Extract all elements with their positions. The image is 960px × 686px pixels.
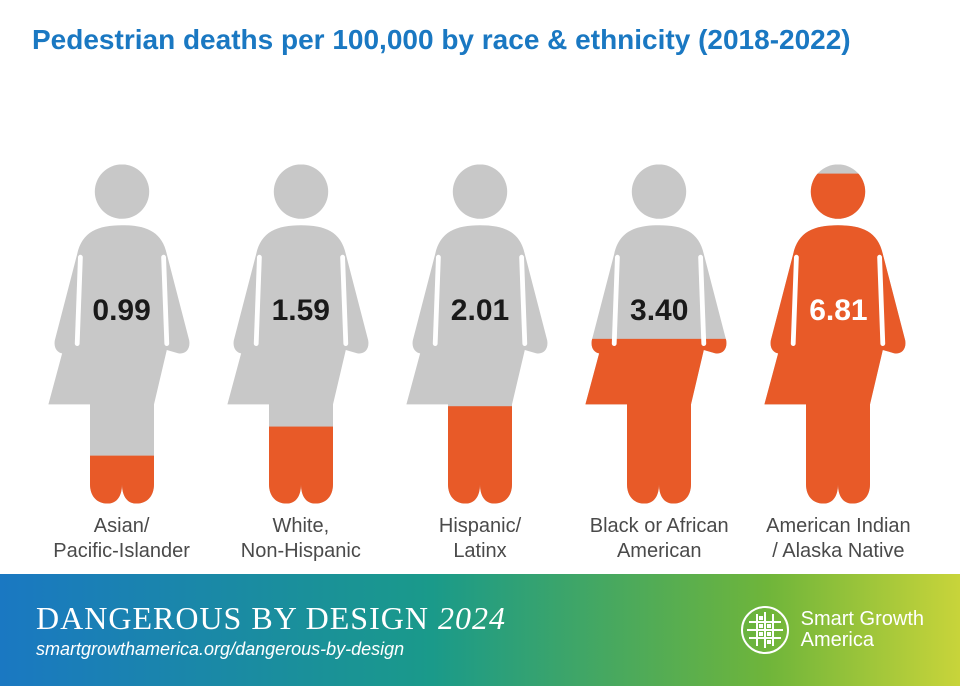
org-name: Smart Growth America [801,609,924,651]
person-icon: 0.99 [42,164,202,504]
pictogram-value: 2.01 [451,294,509,328]
pictogram-value: 1.59 [272,294,330,328]
org-name-line2: America [801,630,924,651]
chart-title: Pedestrian deaths per 100,000 by race & … [32,24,928,56]
footer-left: DANGEROUS BY DESIGN 2024 smartgrowthamer… [36,600,741,660]
pictogram-value: 6.81 [809,294,867,328]
org-logo-icon [741,606,789,654]
pictogram-cell: 0.99 Asian/Pacific-Islander [36,164,207,566]
report-year: 2024 [438,600,506,636]
pictogram-cell: 6.81 American Indian/ Alaska Native [753,164,924,566]
pictogram-cell: 1.59 White,Non-Hispanic [215,164,386,566]
person-icon: 3.40 [579,164,739,504]
report-url: smartgrowthamerica.org/dangerous-by-desi… [36,639,741,660]
pictogram-label: Black or AfricanAmerican [590,514,729,566]
org-name-line1: Smart Growth [801,609,924,630]
pictogram-label: Asian/Pacific-Islander [53,514,190,566]
pictogram-row: 0.99 Asian/Pacific-Islander 1.59 White,Non-… [32,76,928,566]
pictogram-cell: 2.01 Hispanic/Latinx [394,164,565,566]
pictogram-label: Hispanic/Latinx [439,514,521,566]
person-icon: 2.01 [400,164,560,504]
chart-area: Pedestrian deaths per 100,000 by race & … [0,0,960,574]
person-icon: 6.81 [758,164,918,504]
report-name: DANGEROUS BY DESIGN [36,600,429,636]
pictogram-cell: 3.40 Black or AfricanAmerican [574,164,745,566]
pictogram-label: American Indian/ Alaska Native [766,514,911,566]
report-title: DANGEROUS BY DESIGN 2024 [36,600,741,637]
footer-right: Smart Growth America [741,606,924,654]
pictogram-value: 0.99 [92,294,150,328]
person-icon: 1.59 [221,164,381,504]
pictogram-label: White,Non-Hispanic [241,514,361,566]
pictogram-value: 3.40 [630,294,688,328]
footer-banner: DANGEROUS BY DESIGN 2024 smartgrowthamer… [0,574,960,686]
